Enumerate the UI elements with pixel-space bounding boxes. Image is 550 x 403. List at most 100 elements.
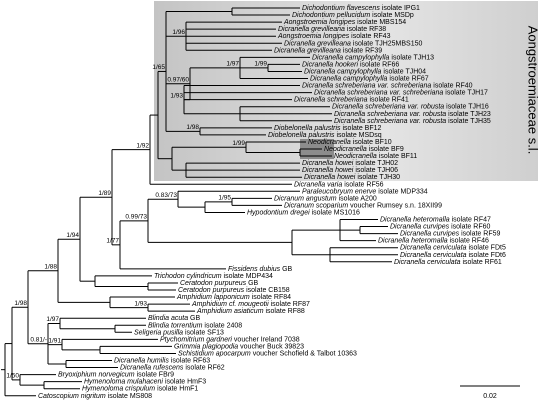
taxon: Dicranum angustum — [274, 195, 337, 202]
voucher: isolate TJH13 — [391, 54, 434, 61]
voucher: isolate FDt6 — [468, 252, 505, 259]
voucher: GB — [282, 266, 292, 273]
scale-label: 0.02 — [483, 393, 497, 400]
leaf-label: Dicranella campylophylla isolate TJH13 — [312, 54, 434, 61]
support-label: 1/92 — [136, 142, 149, 149]
taxon: Catoscopium nigritum — [38, 393, 106, 400]
taxon: Aongstroemia longipes — [283, 19, 356, 26]
taxon: Dicranella grevilleana — [274, 47, 341, 54]
taxon: Dicranella schreberiana var. robusta — [334, 118, 446, 125]
leaf-label: Dicranella schreberiana var. robusta iso… — [334, 111, 491, 118]
voucher: isolate A200 — [339, 195, 377, 202]
voucher: isolate MDP334 — [378, 188, 428, 195]
support-label: 1/96 — [172, 29, 185, 36]
support-label: 0.81/- — [30, 336, 47, 343]
voucher: isolate BF9 — [369, 146, 404, 153]
voucher: isolate TJH02 — [355, 160, 398, 167]
leaf-label: Catoscopium nigritum isolate MS808 — [38, 393, 152, 400]
leaf-label: Blindia torrentium isolate 2408 — [148, 322, 242, 329]
leaf-label: Neodicranella isolate BF9 — [324, 146, 404, 153]
voucher: isolate RF84 — [252, 294, 291, 301]
voucher: isolate IPG1 — [382, 5, 420, 12]
taxon: Ceratodon purpureus — [180, 280, 247, 287]
taxon: Paraleucobryum enerve — [302, 188, 376, 195]
taxon: Hymenoloma mulahaceni — [84, 378, 163, 385]
voucher: GB — [248, 280, 258, 287]
leaf-label: Diobelonella palustris isolate BF12 — [274, 125, 382, 132]
voucher: isolate TJH16 — [446, 104, 489, 111]
support-label: 1/65 — [152, 64, 165, 71]
taxon: Blindia torrentium — [148, 322, 203, 329]
taxon: Dicranella varia — [294, 181, 342, 188]
clade-box — [154, 1, 538, 181]
leaf-label: Dicranella hookeri isolate RF66 — [302, 61, 399, 68]
voucher: isolate TJH04 — [383, 68, 426, 75]
voucher: isolate MS808 — [108, 393, 152, 400]
taxon: Dicranella schreberiana var. robusta — [332, 104, 444, 111]
taxon: Aongstroemia longipes — [277, 33, 350, 40]
leaf-label: Dicranella cerviculata isolate FDt6 — [400, 252, 506, 259]
support-label: 1/91 — [48, 337, 61, 344]
leaf-label: Dichodontium pellucidum isolate MSDp — [292, 12, 414, 19]
voucher: isolate TJH06 — [355, 167, 398, 174]
voucher: voucher Schofield & Talbot 10363 — [253, 350, 357, 357]
leaf-label: Amphidium lapponicum isolate RF84 — [176, 294, 291, 301]
support-label: 0.99/73 — [125, 214, 147, 221]
leaf-label: Dicranella grevilleana isolate RF38 — [278, 26, 386, 33]
leaf-label: Dicranella rufescens isolate RF62 — [120, 364, 225, 371]
voucher: isolate MDP434 — [224, 273, 274, 280]
leaf-label: Dicranella heteromalla isolate RF47 — [380, 216, 491, 223]
taxon: Amphidium cf. mougeotii — [191, 301, 269, 308]
leaf-label: Dicranella schreberiana var. schreberian… — [302, 82, 473, 89]
voucher: isolate RF88 — [265, 308, 304, 315]
taxon: Bryoxiphium norvegicum — [58, 371, 135, 378]
taxon: Dicranella cerviculata — [400, 245, 467, 252]
support-label: 1/97 — [226, 61, 239, 68]
taxon: Ceratodon purpureus — [178, 287, 245, 294]
leaf-label: Schistidium apocarpum voucher Schofield … — [178, 350, 357, 357]
taxon: Neodicranella — [334, 153, 377, 160]
leaf-label: Amphidium cf. mougeotii isolate RF87 — [191, 301, 310, 308]
leaf-label: Dicranella varia isolate RF56 — [294, 181, 384, 188]
voucher: isolate RF67 — [389, 75, 428, 82]
leaf-label: Fissidens dubius GB — [228, 266, 293, 273]
leaf-label: Dicranella howei isolate TJH30 — [304, 174, 400, 181]
taxon: Dicranella rufescens — [120, 364, 184, 371]
leaf-label: Dicranella grevilleana isolate TJH25MBS1… — [284, 40, 423, 47]
leaf-label: Dicranella curvipes isolate RF60 — [390, 223, 490, 230]
voucher: isolate RF59 — [461, 230, 500, 237]
voucher: isolate BF12 — [343, 125, 382, 132]
taxon: Dicranella grevilleana — [284, 40, 351, 47]
leaf-label: Dicranella cerviculata isolate FDt5 — [400, 245, 506, 252]
leaf-label: Ceratodon purpureus GB — [180, 280, 259, 287]
support-label: 1/50 — [6, 373, 19, 380]
support-label: 1/97 — [46, 316, 59, 323]
voucher: isolate TJH25MBS150 — [353, 40, 423, 47]
leaf-label: Dicranella campylophylla isolate RF67 — [310, 75, 429, 82]
support-label: 1/99 — [232, 140, 245, 147]
support-label: 1/93 — [134, 300, 147, 307]
voucher: isolate RF47 — [452, 216, 491, 223]
voucher: isolate HmF3 — [165, 378, 206, 385]
taxon: Dicranella campylophylla — [304, 68, 382, 75]
voucher: isolate MS1016 — [312, 209, 360, 216]
taxon: Neodicranella — [308, 139, 351, 146]
voucher: isolate MSDsq — [337, 132, 382, 139]
taxon: Dicranella howei — [302, 167, 354, 174]
voucher: isolate RF56 — [344, 181, 383, 188]
taxon: Dicranella howei — [302, 160, 354, 167]
leaf-label: Aongstroemia longipes isolate RF43 — [277, 33, 391, 40]
voucher: isolate FBr9 — [137, 371, 174, 378]
voucher: isolate TJH23 — [448, 111, 491, 118]
voucher: isolate TJH35 — [448, 118, 491, 125]
taxon: Dicranella cerviculata — [394, 259, 461, 266]
support-label: 1/98 — [14, 300, 27, 307]
voucher: voucher Ireland 7038 — [234, 336, 300, 343]
support-label: 1/95 — [218, 195, 231, 202]
taxon: Dicranella humilis — [114, 357, 169, 364]
taxon: Dicranella cerviculata — [400, 252, 467, 259]
taxon: Trichodon cylindricum — [154, 273, 222, 280]
taxon: Dicranella howei — [304, 174, 356, 181]
leaf-label: Dicranella schreberiana isolate RF41 — [294, 96, 409, 103]
leaf-label: Dicranella howei isolate TJH02 — [302, 160, 398, 167]
